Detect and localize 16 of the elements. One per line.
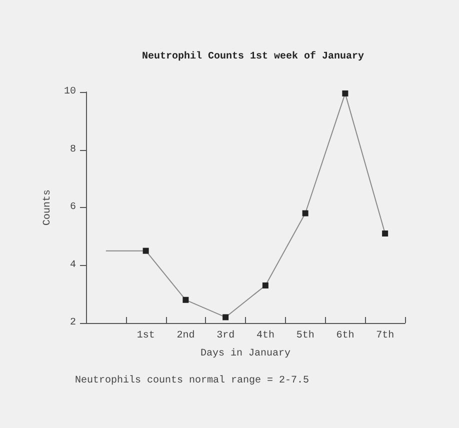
chart-title: Neutrophil Counts 1st week of January: [142, 50, 364, 62]
text: Neutrophils counts normal range = 2-7.5: [75, 374, 310, 386]
y-tick-label: 2: [70, 318, 76, 328]
y-tick-label: 6: [70, 202, 76, 213]
x-tick-label: 1st: [136, 330, 155, 342]
y-axis-title: Counts: [42, 189, 54, 226]
x-tick-label: 2nd: [176, 330, 195, 342]
x-tick-label: 4th: [256, 330, 274, 342]
x-axis-title: Days in January: [200, 348, 291, 360]
x-tick-label: 6th: [336, 330, 354, 342]
x-tick-label: 5th: [296, 330, 314, 342]
y-tick-label: 8: [70, 144, 76, 156]
x-tick-label: 7th: [376, 330, 394, 342]
x-tick-label: 3rd: [216, 330, 235, 342]
y-tick-label: 4: [70, 260, 76, 271]
y-tick-label: 10: [64, 86, 76, 98]
